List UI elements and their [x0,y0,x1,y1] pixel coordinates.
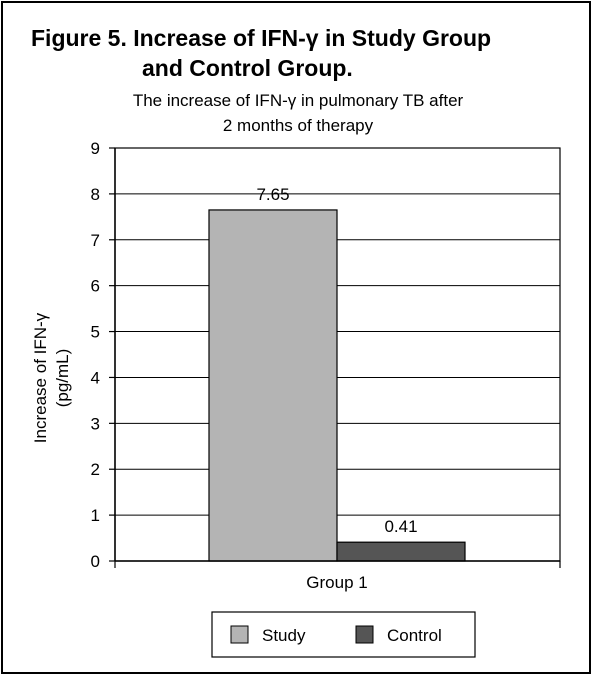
legend-box [211,611,476,658]
y-tick-label: 0 [91,552,100,571]
y-tick-label: 4 [91,368,100,387]
legend-swatch-control [355,625,374,644]
chart-title-line1: The increase of IFN-γ in pulmonary TB af… [133,91,464,110]
y-axis-title-line2: (pg/mL) [53,349,72,408]
figure-title: Figure 5. Increase of IFN-γ in Study Gro… [31,23,491,83]
legend-label-study: Study [262,626,306,645]
figure-title-line2: and Control Group. [142,55,353,81]
chart-title-line2: 2 months of therapy [223,116,374,135]
y-tick-label: 6 [91,277,100,296]
y-tick-label: 9 [91,139,100,158]
y-axis-title: Increase of IFN-γ (pg/mL) [31,312,72,443]
figure-title-line1: Figure 5. Increase of IFN-γ in Study Gro… [31,25,492,51]
y-axis-title-line1: Increase of IFN-γ [31,312,50,443]
y-tick-label: 2 [91,460,100,479]
y-tick-label: 7 [91,231,100,250]
bars [208,209,466,562]
bar-control [336,541,466,562]
y-tick-label: 8 [91,185,100,204]
y-tick-label: 3 [91,414,100,433]
legend: Study Control [211,611,476,658]
data-label-study: 7.65 [256,185,289,204]
y-axis-ticks: 0 1 2 3 4 5 6 7 8 9 [91,139,115,571]
bar-study [208,209,338,562]
x-category-label: Group 1 [306,573,367,592]
y-tick-label: 1 [91,506,100,525]
data-label-control: 0.41 [384,517,417,536]
y-tick-label: 5 [91,323,100,342]
legend-swatch-study [230,625,249,644]
data-labels: 7.65 0.41 [256,185,417,536]
legend-label-control: Control [387,626,442,645]
